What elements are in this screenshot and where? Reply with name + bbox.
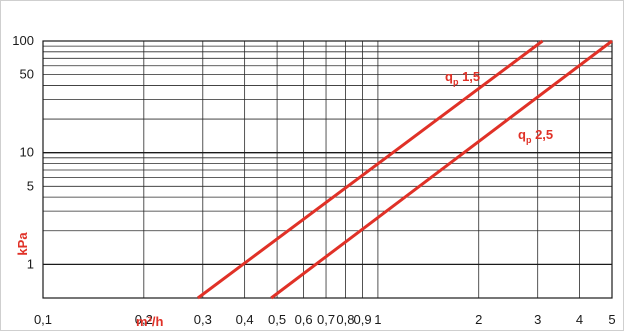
y-tick-label: 5 <box>27 178 34 193</box>
x-tick-label: 2 <box>475 312 482 327</box>
series-line-2 <box>270 39 613 300</box>
y-tick-label: 50 <box>20 67 34 82</box>
x-tick-label: 0,6 <box>295 312 313 327</box>
y-tick-label: 100 <box>12 33 34 48</box>
grid <box>43 41 612 298</box>
x-tick-label: 0,8 <box>336 312 354 327</box>
series-label-qp-1-5: qp 1,5 <box>445 69 480 87</box>
x-tick-label: 4 <box>576 312 583 327</box>
tick-labels: 0,1 0,2 0,3 0,4 0,5 0,6 0,7 0,8 0,9 1 2 3 4 515105010… <box>12 33 615 327</box>
x-tick-label: 5 <box>608 312 615 327</box>
y-axis-label: kPa <box>15 232 30 256</box>
x-tick-label: 0,5 <box>268 312 286 327</box>
series-label-qp-2-5: qp 2,5 <box>518 127 553 145</box>
x-tick-label: 0,4 <box>236 312 254 327</box>
x-axis-label: m³/h <box>136 314 164 329</box>
y-tick-label: 10 <box>20 145 34 160</box>
series-line-1 <box>197 39 544 300</box>
x-tick-label: 0,2 <box>135 312 153 327</box>
x-tick-label: 0,9 <box>354 312 372 327</box>
plot-border <box>42 40 613 299</box>
x-tick-label: 0,1 <box>34 312 52 327</box>
x-tick-label: 0,3 <box>194 312 212 327</box>
y-tick-label: 1 <box>27 256 34 271</box>
x-tick-label: 3 <box>534 312 541 327</box>
x-tick-label: 0,7 <box>317 312 335 327</box>
series-lines <box>197 39 613 300</box>
x-tick-label: 1 <box>374 312 381 327</box>
